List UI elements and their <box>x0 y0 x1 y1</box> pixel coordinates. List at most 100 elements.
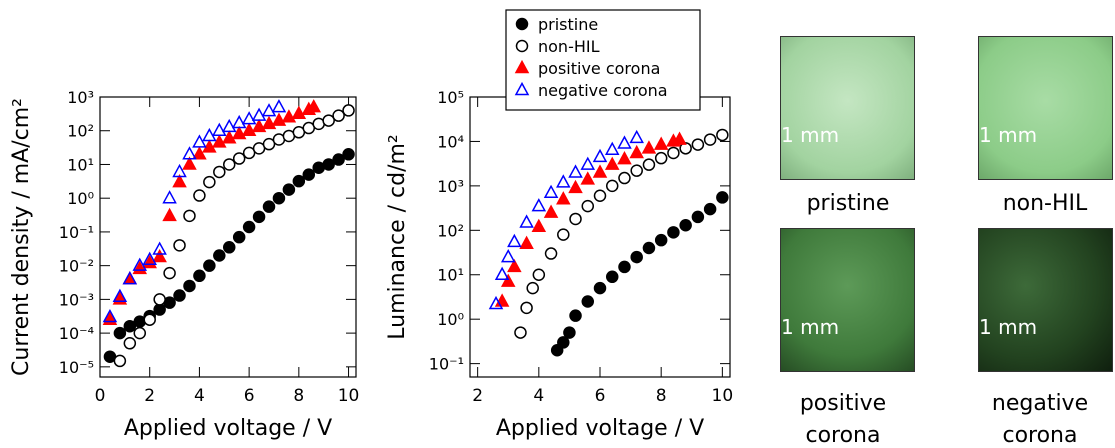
marker <box>113 354 127 368</box>
marker <box>183 279 196 293</box>
marker <box>192 134 207 148</box>
marker <box>630 250 643 264</box>
photo-label: positive corona <box>799 391 887 448</box>
marker <box>172 174 187 188</box>
marker <box>642 241 656 255</box>
plot-frame <box>469 96 731 378</box>
marker <box>543 204 559 218</box>
marker <box>162 207 177 222</box>
marker <box>679 218 692 232</box>
y-tick-label: 10³ <box>437 177 464 196</box>
marker <box>618 171 631 185</box>
x-tick-label: 8 <box>293 386 304 406</box>
x-tick-label: 2 <box>144 386 155 406</box>
marker <box>123 319 137 333</box>
marker <box>691 138 705 151</box>
y-tick-label: 10⁻⁵ <box>59 358 94 377</box>
marker <box>488 295 504 310</box>
marker <box>221 130 237 144</box>
photo-label: pristine <box>806 191 890 216</box>
y-tick-label: 10⁻³ <box>59 290 94 309</box>
marker <box>593 281 607 295</box>
marker <box>242 146 256 160</box>
marker <box>617 135 632 149</box>
y-tick-label: 10⁵ <box>437 88 464 107</box>
marker <box>618 260 631 274</box>
y-axis-title: Luminance / cd/m² <box>385 134 410 339</box>
marker <box>213 249 226 262</box>
photo: 1 mm <box>780 228 915 372</box>
marker <box>605 270 619 284</box>
marker <box>507 233 522 248</box>
marker <box>500 248 516 263</box>
marker <box>556 191 571 205</box>
x-tick-label: 10 <box>338 386 360 406</box>
marker <box>592 164 608 178</box>
x-tick-label: 4 <box>194 386 205 406</box>
marker <box>543 184 559 199</box>
marker <box>203 175 216 189</box>
marker <box>152 248 167 263</box>
marker <box>172 163 187 178</box>
marker <box>703 133 717 146</box>
marker <box>691 210 705 224</box>
marker <box>112 288 128 302</box>
y-tick-label: 10¹ <box>437 266 464 285</box>
marker <box>133 326 147 340</box>
marker <box>519 235 534 249</box>
marker <box>231 125 247 140</box>
marker <box>306 99 322 113</box>
legend-marker <box>514 81 530 96</box>
marker <box>122 271 138 285</box>
marker <box>642 158 656 171</box>
marker <box>332 109 345 122</box>
marker <box>182 156 197 170</box>
marker <box>102 308 118 323</box>
marker <box>152 241 167 255</box>
x-tick-label: 2 <box>472 386 483 406</box>
marker <box>143 313 156 326</box>
marker <box>222 241 236 254</box>
marker <box>271 99 287 113</box>
marker <box>629 144 644 159</box>
marker <box>261 103 277 117</box>
marker <box>282 183 296 196</box>
marker <box>617 151 632 165</box>
legend-box <box>505 9 701 111</box>
x-tick-label: 6 <box>595 386 606 406</box>
marker <box>593 189 607 202</box>
marker <box>580 171 596 185</box>
marker <box>232 152 246 165</box>
x-tick-label: 8 <box>656 386 667 406</box>
marker <box>221 118 237 133</box>
marker <box>653 136 669 150</box>
marker <box>557 336 570 349</box>
marker <box>342 148 355 161</box>
marker <box>494 266 510 280</box>
photo: 1 mm <box>780 36 915 180</box>
marker <box>532 268 546 281</box>
photo-label: non-HIL <box>1002 191 1088 216</box>
marker <box>183 209 196 223</box>
marker <box>507 258 522 273</box>
marker <box>272 191 286 205</box>
marker <box>580 156 596 170</box>
marker <box>592 148 608 163</box>
marker <box>153 293 166 306</box>
photo: 1 mm <box>978 36 1113 180</box>
marker <box>667 146 680 160</box>
marker <box>716 191 729 204</box>
x-axis-title: Applied voltage / V <box>496 416 704 441</box>
y-tick-label: 10⁰ <box>67 189 94 208</box>
y-tick-label: 10⁻¹ <box>429 355 464 374</box>
marker <box>703 202 717 216</box>
marker <box>302 168 316 181</box>
scale-label: 1 mm <box>781 315 840 339</box>
marker <box>716 128 729 142</box>
legend-label: non-HIL <box>538 37 600 56</box>
marker <box>251 107 267 121</box>
scale-label: 1 mm <box>979 123 1038 147</box>
marker <box>202 139 217 153</box>
marker <box>519 214 534 228</box>
y-tick-label: 10² <box>67 122 94 141</box>
